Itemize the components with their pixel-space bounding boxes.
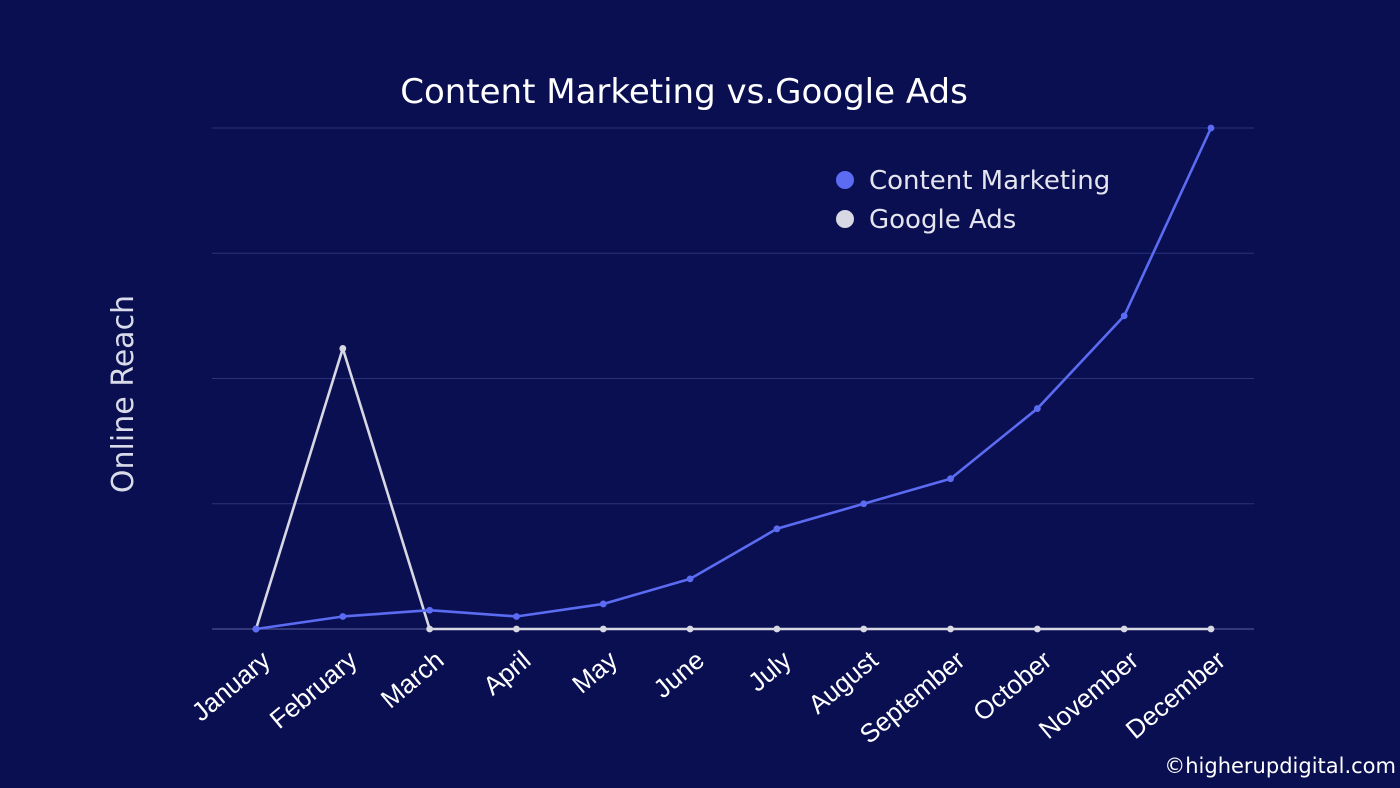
google-ads-point <box>773 625 781 633</box>
content-marketing-point <box>1033 405 1041 412</box>
content-marketing-point <box>513 613 520 620</box>
content-marketing-point <box>1120 312 1128 320</box>
x-tick-label: August <box>802 644 884 720</box>
content-marketing-line <box>255 127 1213 631</box>
legend: Content Marketing Google Ads <box>836 166 1110 235</box>
google-ads-point <box>686 625 694 633</box>
legend-label-content-marketing: Content Marketing <box>869 166 1110 196</box>
google-ads-point <box>599 625 607 633</box>
x-tick-label: June <box>647 645 709 704</box>
google-ads-point <box>1207 625 1215 633</box>
legend-marker-content-marketing <box>836 171 854 189</box>
y-axis-label: Online Reach <box>106 295 141 493</box>
legend-label-google-ads: Google Ads <box>869 205 1016 235</box>
google-ads-point <box>947 625 954 633</box>
series-layer <box>252 124 1215 633</box>
content-marketing-point <box>252 625 260 633</box>
x-tick-label: February <box>264 645 363 735</box>
google-ads-point <box>339 345 347 352</box>
content-marketing-point <box>1207 124 1215 132</box>
legend-marker-google-ads <box>836 210 854 228</box>
content-marketing-point <box>599 600 607 608</box>
x-tick-label: July <box>742 645 797 698</box>
content-marketing-point <box>426 606 434 614</box>
content-marketing-point <box>773 525 781 533</box>
google-ads-point <box>513 625 520 633</box>
copyright-credit: ©higherupdigital.com <box>1164 754 1396 778</box>
content-marketing-point <box>339 613 347 620</box>
google-ads-point <box>1120 625 1128 633</box>
google-ads-point <box>1033 625 1041 633</box>
google-ads-point <box>860 625 868 633</box>
content-marketing-point <box>860 500 868 508</box>
x-tick-label: May <box>566 645 623 700</box>
content-marketing-point <box>947 475 954 483</box>
google-ads-line <box>254 347 1211 631</box>
chart-title: Content Marketing vs.Google Ads <box>400 72 968 112</box>
google-ads-point <box>426 625 434 633</box>
x-tick-label: March <box>375 645 450 714</box>
content-marketing-point <box>686 575 694 583</box>
x-tick-label: April <box>477 645 536 701</box>
x-tick-label: January <box>186 645 276 727</box>
